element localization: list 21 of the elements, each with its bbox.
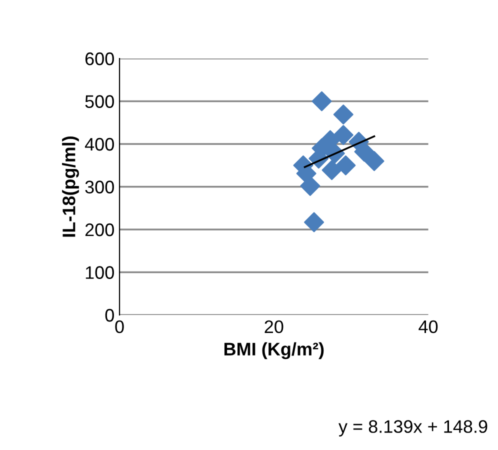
point xyxy=(333,125,354,146)
x-tick-label: 40 xyxy=(418,320,438,334)
x-tick-label: 20 xyxy=(264,320,284,334)
y-tick-label: 0 xyxy=(105,308,114,322)
y-tick-label: 100 xyxy=(86,266,114,279)
y-tick-label: 300 xyxy=(85,180,114,194)
x-tick-label: 0 xyxy=(115,320,124,334)
y-tick-label: 500 xyxy=(85,95,114,108)
point xyxy=(312,91,332,112)
text: y = 8.139x + 148.9 xyxy=(338,420,488,436)
x-axis-title: BMI (Kg/m²) xyxy=(224,342,324,360)
y-tick-label: 200 xyxy=(85,223,114,236)
point xyxy=(336,155,356,176)
y-tick-label: 600 xyxy=(85,52,114,66)
point xyxy=(333,104,354,125)
point xyxy=(322,160,342,180)
point xyxy=(304,212,324,232)
y-axis-title: IL-18(pg/ml) xyxy=(62,136,79,237)
point xyxy=(364,151,384,172)
y-tick-label: 400 xyxy=(84,138,114,151)
point xyxy=(300,176,320,196)
